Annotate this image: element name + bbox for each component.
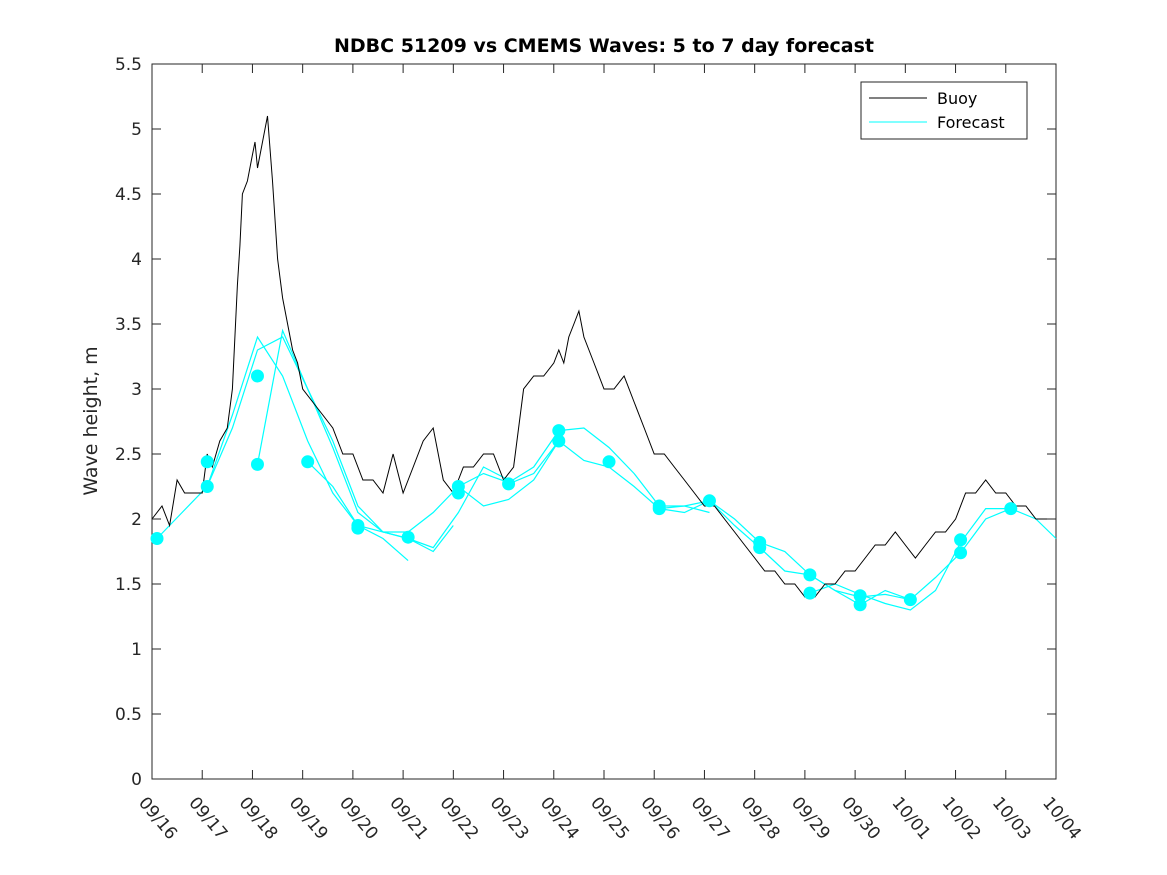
forecast-marker	[803, 586, 817, 600]
forecast-series-line	[458, 427, 710, 514]
forecast-marker	[502, 477, 516, 491]
y-tick-label: 5	[131, 120, 142, 140]
forecast-marker	[351, 519, 365, 532]
legend-box	[860, 81, 1028, 140]
forecast-marker	[1004, 502, 1018, 516]
forecast-series-line	[508, 440, 761, 543]
y-tick-label: 1	[131, 640, 142, 660]
forecast-marker	[301, 455, 315, 469]
y-tick-label: 4	[131, 250, 142, 270]
forecast-marker	[250, 457, 264, 471]
forecast-marker	[853, 598, 867, 612]
y-tick-label: 3	[131, 380, 142, 400]
forecast-marker	[702, 494, 716, 508]
y-tick-label: 0	[131, 770, 142, 790]
legend-buoy-label: Buoy	[937, 89, 977, 108]
forecast-marker	[903, 593, 917, 607]
forecast-marker	[954, 533, 968, 547]
forecast-series-line	[156, 335, 409, 562]
y-tick-label: 2.5	[115, 445, 142, 465]
y-tick-label: 1.5	[115, 575, 142, 595]
forecast-series-line	[206, 336, 454, 553]
y-axis-ticks: 0 0.5 1 1.5 2 2.5 3 3.5 4 4.5 5 5.5	[115, 55, 1056, 790]
forecast-marker	[954, 546, 968, 560]
chart-title: NDBC 51209 vs CMEMS Waves: 5 to 7 day fo…	[334, 35, 874, 57]
forecast-marker	[652, 499, 666, 513]
forecast-marker	[200, 480, 214, 493]
forecast-series-line	[809, 508, 1057, 611]
axes-box	[151, 63, 1057, 780]
forecast-marker	[552, 424, 566, 438]
forecast-marker	[602, 455, 616, 469]
y-tick-label: 5.5	[115, 55, 142, 75]
legend: Buoy Forecast	[860, 81, 1028, 140]
forecast-marker	[200, 455, 214, 469]
forecast-marker	[552, 434, 566, 448]
forecast-marker	[803, 568, 817, 582]
plot-area	[150, 63, 1057, 780]
forecast-series-line	[307, 440, 560, 533]
y-tick-label: 3.5	[115, 315, 142, 335]
y-axis-label: Wave height, m	[80, 346, 102, 495]
forecast-marker	[853, 589, 867, 603]
y-tick-label: 0.5	[115, 705, 142, 725]
forecast-series-line	[659, 500, 911, 601]
forecast-marker	[753, 541, 767, 555]
forecast-marker	[250, 369, 264, 383]
forecast-marker	[451, 480, 465, 493]
y-tick-label: 2	[131, 510, 142, 530]
legend-forecast-label: Forecast	[937, 113, 1005, 132]
forecast-marker	[150, 532, 164, 545]
forecast-marker	[401, 530, 415, 544]
forecast-series-line	[759, 508, 1012, 606]
y-tick-label: 4.5	[115, 185, 142, 205]
buoy-series-line	[151, 115, 1056, 598]
